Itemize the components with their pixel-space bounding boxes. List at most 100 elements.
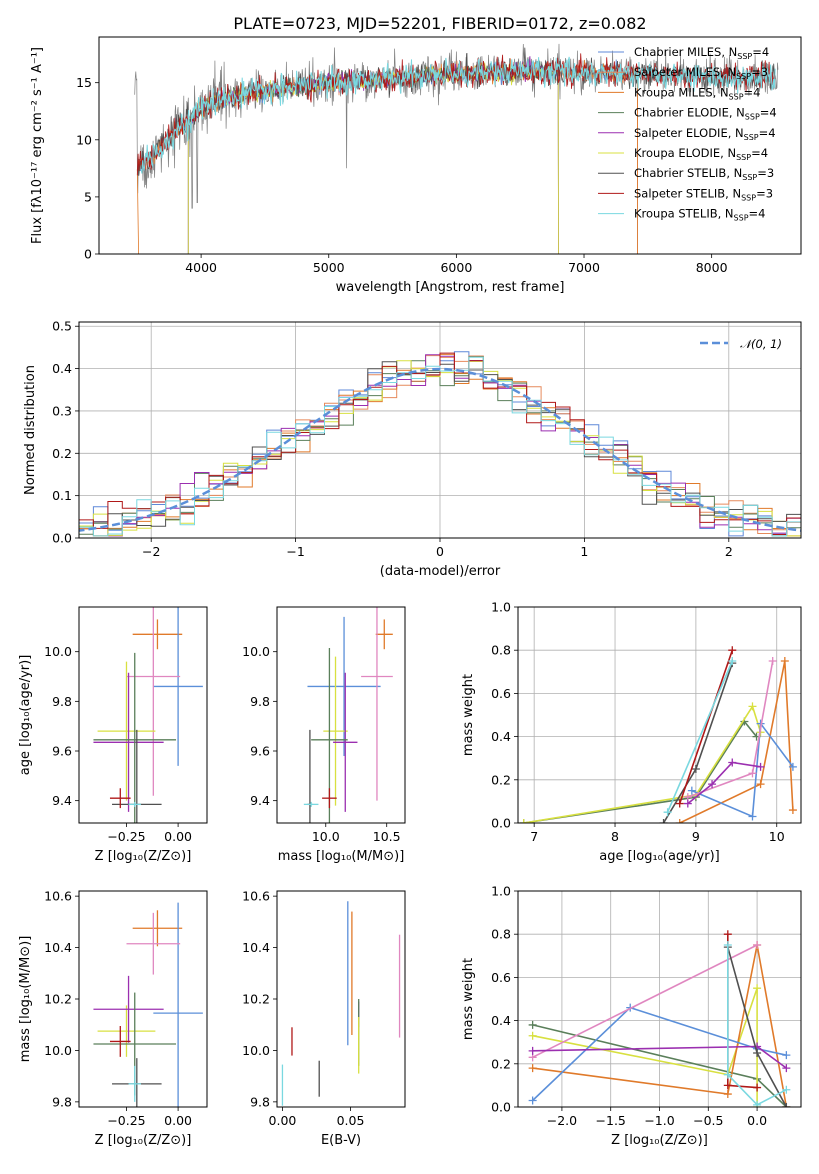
axes-frame	[276, 606, 406, 824]
plot-area	[281, 901, 401, 1106]
y-tick-label: 5	[84, 189, 92, 204]
mass-weight-marker	[748, 769, 757, 778]
mass-weight-marker	[782, 1085, 791, 1094]
x-tick-label: 8000	[696, 260, 728, 275]
mass-weight-vs-z-panel: −2.0 −1.5 −1.0 −0.5 0.0 0.0 0.2 0.4 0.6 0.8 1.0 Z […	[461, 884, 802, 1148]
y-tick-label: 9.8	[52, 694, 72, 709]
spectrum-title: PLATE=0723, MJD=52201, FIBERID=0172, z=0…	[233, 14, 646, 33]
legend-label: Chabrier ELODIE, NSSP=4	[634, 106, 777, 122]
x-axis-label: E(B-V)	[321, 1133, 361, 1148]
y-tick-label: 0.2	[491, 772, 511, 787]
mass-weight-marker	[708, 780, 717, 789]
x-axis-label: wavelength [Angstrom, rest frame]	[336, 280, 565, 295]
axes-frame	[276, 890, 406, 1108]
mass-weight-marker	[675, 819, 684, 823]
mass-weight-line	[691, 721, 794, 818]
legend-label-main: Kroupa STELIB, N	[634, 207, 734, 221]
mass-weight-marker	[528, 1064, 537, 1073]
mass-weight-marker	[753, 1083, 762, 1092]
y-tick-label: 0.6	[491, 970, 511, 985]
y-tick-label: 0.2	[491, 1056, 511, 1071]
x-axis-label: Z [log₁₀(Z/Z⊙)]	[95, 849, 192, 864]
mass-weight-marker	[756, 762, 765, 771]
x-tick-label: −1	[286, 544, 304, 559]
x-tick-label: −2	[142, 544, 160, 559]
y-tick-label: 10.4	[242, 940, 270, 955]
legend-label-main: Chabrier STELIB, N	[634, 166, 742, 180]
x-tick-label: −1.0	[644, 1113, 674, 1128]
mass-weight-marker	[788, 806, 797, 815]
legend-label-suffix: =4	[744, 85, 761, 99]
y-tick-label: 0.0	[52, 531, 72, 546]
x-tick-label: −2.0	[547, 1113, 577, 1128]
x-tick-label: 10.5	[373, 829, 401, 844]
mass-weight-marker	[788, 762, 797, 771]
x-tick-label: 0.05	[337, 1113, 365, 1128]
mass-weight-marker	[723, 1090, 732, 1099]
x-tick-label: 10.0	[312, 829, 340, 844]
spectrum-panel: 4000 5000 6000 7000 8000 0 5 10 15 wavelength [An…	[30, 36, 802, 295]
x-axis-label: age [log₁₀(age/yr)]	[599, 849, 720, 864]
legend-label-suffix: =4	[760, 106, 777, 120]
y-tick-label: 0.4	[491, 1013, 511, 1028]
mass-weight-marker	[748, 702, 757, 711]
x-tick-label: −0.5	[693, 1113, 723, 1128]
legend-label-main: Kroupa MILES, N	[634, 85, 729, 99]
mass-vs-z-panel: −0.25 0.00 9.8 10.0 10.2 10.4 10.6 Z [log₁₀(Z/Z…	[18, 889, 208, 1148]
mass-weight-marker	[528, 1096, 537, 1105]
mass-weight-line	[532, 944, 758, 1059]
mass-weight-line	[523, 720, 758, 823]
mass-weight-marker	[753, 984, 762, 993]
y-tick-label: 0.3	[52, 403, 72, 418]
legend-label-sub: SSP	[741, 193, 756, 202]
x-tick-label: 0	[436, 544, 444, 559]
y-tick-label: 0.4	[52, 361, 72, 376]
axes-frame	[78, 890, 208, 1108]
legend-label-suffix: =4	[759, 126, 776, 140]
y-tick-label: 1.0	[491, 600, 511, 615]
y-tick-label: 0.8	[491, 927, 511, 942]
legend-label: 𝒩(0, 1)	[740, 337, 782, 351]
normal-curve	[79, 367, 801, 532]
legend-label-sub: SSP	[742, 173, 757, 182]
axes-frame	[517, 890, 802, 1108]
plot-area	[528, 930, 791, 1107]
mass-weight-marker	[519, 819, 528, 823]
legend-label-suffix: =4	[749, 207, 766, 221]
y-axis-label: mass [log₁₀(M/M⊙)]	[18, 936, 33, 1063]
legend-label-suffix: =3	[756, 186, 773, 200]
y-tick-label: 0.2	[52, 446, 72, 461]
mass-weight-vs-age-panel: 7 8 9 10 0.0 0.2 0.4 0.6 0.8 1.0 age [log₁₀(age/yr…	[461, 600, 802, 864]
legend-label-sub: SSP	[744, 133, 759, 142]
legend-label-suffix: =4	[752, 45, 769, 59]
axes-frame	[78, 606, 208, 824]
mass-weight-marker	[753, 1049, 762, 1057]
y-tick-label: 0.6	[491, 686, 511, 701]
x-tick-label: 5000	[313, 260, 345, 275]
y-tick-label: 0.4	[491, 729, 511, 744]
legend-label: Salpeter STELIB, NSSP=3	[634, 186, 773, 202]
mass-weight-line	[532, 1006, 787, 1102]
y-tick-label: 10.6	[242, 889, 270, 904]
y-tick-label: 9.8	[250, 694, 270, 709]
legend-label-suffix: =4	[751, 146, 768, 160]
y-tick-label: 9.4	[250, 793, 270, 808]
mass-weight-marker	[691, 765, 700, 773]
legend-label: Kroupa ELODIE, NSSP=4	[634, 146, 768, 162]
y-tick-label: 0.0	[491, 1100, 511, 1115]
mass-weight-marker	[753, 1100, 762, 1107]
y-axis-label: Normed distribution	[23, 365, 38, 495]
legend-label-sub: SSP	[737, 52, 752, 61]
y-axis-label: mass weight	[461, 674, 476, 756]
y-tick-label: 10.0	[44, 644, 72, 659]
x-tick-label: 4000	[185, 260, 217, 275]
y-tick-label: 10	[76, 132, 92, 147]
model-spectrum	[140, 56, 776, 174]
plot-area	[519, 646, 797, 823]
residuals-panel: −2 −1 0 1 2 0.0 0.1 0.2 0.3 0.4 0.5 (data-model)/er…	[23, 319, 802, 579]
legend-label-suffix: =3	[757, 166, 774, 180]
mass-weight-marker	[782, 1064, 791, 1073]
y-tick-label: 10.2	[44, 992, 72, 1007]
axes-frame	[78, 321, 802, 539]
x-tick-label: 1	[580, 544, 588, 559]
